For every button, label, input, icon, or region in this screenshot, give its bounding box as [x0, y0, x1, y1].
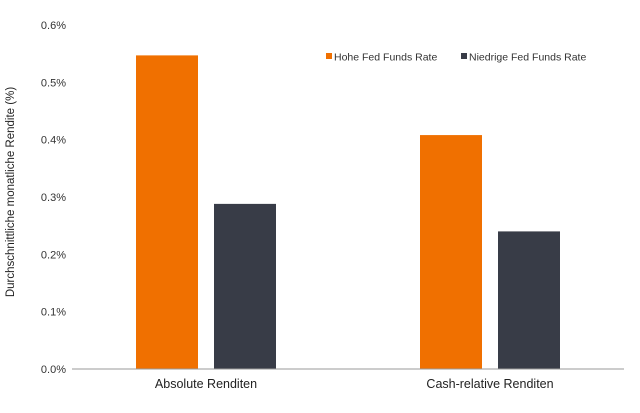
legend: Hohe Fed Funds Rate Niedrige Fed Funds R… — [326, 52, 586, 64]
y-tick-label: 0.2% — [41, 249, 66, 261]
bar-niedrige-absolute — [214, 203, 276, 369]
legend-label-niedrige: Niedrige Fed Funds Rate — [469, 52, 586, 64]
bar-niedrige-cash-relative — [498, 231, 560, 369]
y-tick-label: 0.0% — [41, 364, 66, 376]
legend-label-hohe: Hohe Fed Funds Rate — [334, 52, 437, 64]
y-tick-labels: 0.0% 0.1% 0.2% 0.3% 0.4% 0.5% 0.6% — [41, 20, 66, 376]
category-label-absolute: Absolute Renditen — [155, 377, 257, 391]
category-labels: Absolute Renditen Cash-relative Renditen — [155, 377, 554, 391]
y-tick-label: 0.3% — [41, 192, 66, 204]
y-tick-label: 0.1% — [41, 307, 66, 319]
category-label-cash-relative: Cash-relative Renditen — [426, 377, 553, 391]
bars-group — [136, 55, 560, 370]
bar-hohe-cash-relative — [420, 135, 482, 369]
bar-hohe-absolute — [136, 55, 198, 370]
plot-area — [72, 55, 624, 370]
y-tick-label: 0.4% — [41, 135, 66, 147]
legend-swatch-niedrige — [461, 53, 467, 59]
legend-swatch-hohe — [326, 53, 332, 59]
y-axis-title: Durchschnittliche monatliche Rendite (%) — [5, 87, 17, 297]
y-tick-label: 0.5% — [41, 77, 66, 89]
y-tick-label: 0.6% — [41, 20, 66, 32]
